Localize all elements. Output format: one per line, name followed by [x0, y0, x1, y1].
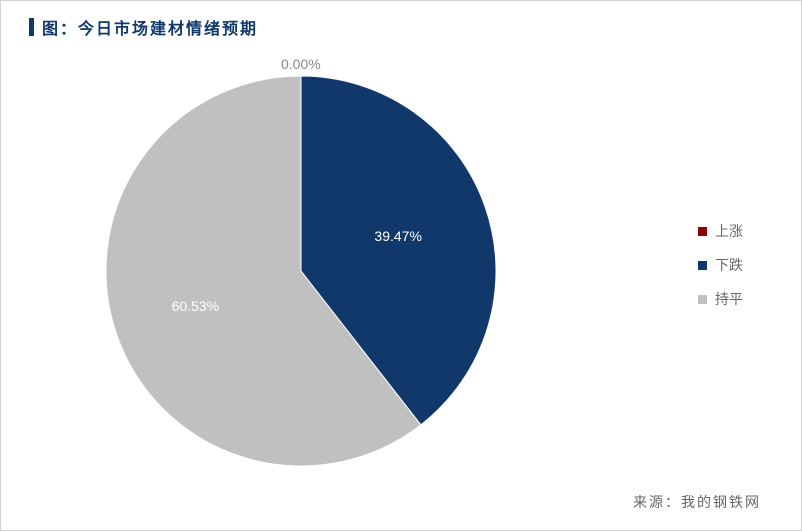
legend-label-flat: 持平 — [715, 289, 743, 309]
legend-item-up: 上涨 — [698, 221, 743, 241]
pie-slice-label: 0.00% — [281, 56, 321, 72]
pie-container: 0.00%39.47%60.53% — [101, 71, 501, 471]
legend-label-up: 上涨 — [715, 221, 743, 241]
chart-title: 图：今日市场建材情绪预期 — [42, 15, 258, 39]
legend: 上涨 下跌 持平 — [698, 221, 743, 323]
pie-slice-label: 60.53% — [172, 298, 219, 314]
pie-chart — [101, 71, 501, 471]
pie-slice-label: 39.47% — [374, 228, 421, 244]
legend-marker-up — [698, 227, 707, 236]
legend-marker-flat — [698, 295, 707, 304]
legend-marker-down — [698, 261, 707, 270]
chart-title-bar: 图：今日市场建材情绪预期 — [29, 15, 258, 39]
chart-area: 0.00% 39.47% 60.53% 上涨 下跌 持平 — [1, 51, 802, 491]
legend-item-flat: 持平 — [698, 289, 743, 309]
legend-item-down: 下跌 — [698, 255, 743, 275]
title-accent-bar — [29, 18, 34, 36]
source-text: 来源：我的钢铁网 — [633, 492, 761, 512]
legend-label-down: 下跌 — [715, 255, 743, 275]
